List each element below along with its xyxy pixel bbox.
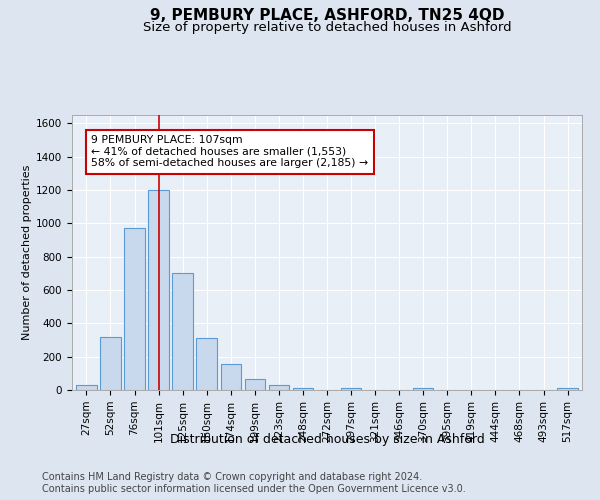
Text: Size of property relative to detached houses in Ashford: Size of property relative to detached ho… <box>143 22 511 35</box>
Y-axis label: Number of detached properties: Number of detached properties <box>22 165 32 340</box>
Text: 9 PEMBURY PLACE: 107sqm
← 41% of detached houses are smaller (1,553)
58% of semi: 9 PEMBURY PLACE: 107sqm ← 41% of detache… <box>91 135 368 168</box>
Bar <box>413 388 433 390</box>
Bar <box>557 388 578 390</box>
Bar <box>293 388 313 390</box>
Text: Distribution of detached houses by size in Ashford: Distribution of detached houses by size … <box>170 432 484 446</box>
Bar <box>100 336 121 390</box>
Bar <box>221 364 241 390</box>
Text: 9, PEMBURY PLACE, ASHFORD, TN25 4QD: 9, PEMBURY PLACE, ASHFORD, TN25 4QD <box>150 8 504 22</box>
Bar <box>196 338 217 390</box>
Bar <box>341 388 361 390</box>
Bar <box>76 385 97 390</box>
Bar <box>124 228 145 390</box>
Text: Contains HM Land Registry data © Crown copyright and database right 2024.: Contains HM Land Registry data © Crown c… <box>42 472 422 482</box>
Bar <box>148 190 169 390</box>
Bar <box>172 274 193 390</box>
Bar <box>245 379 265 390</box>
Bar <box>269 385 289 390</box>
Text: Contains public sector information licensed under the Open Government Licence v3: Contains public sector information licen… <box>42 484 466 494</box>
